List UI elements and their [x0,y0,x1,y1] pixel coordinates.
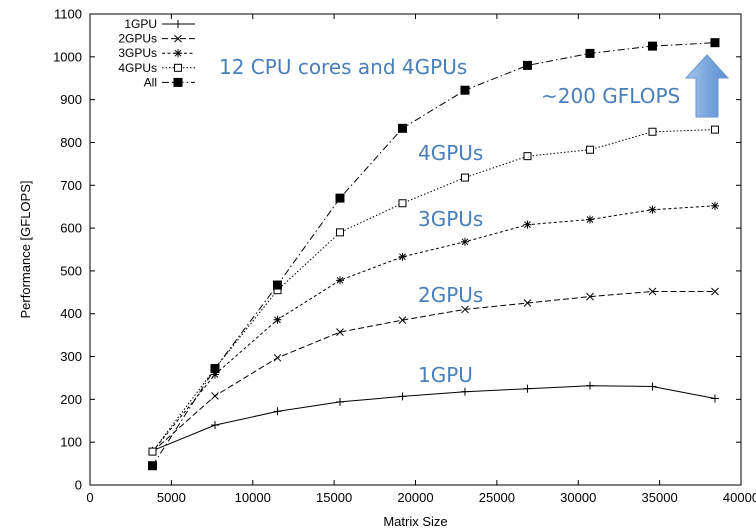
y-tick-label: 800 [60,135,82,150]
data-point [147,461,157,471]
data-point [585,145,594,154]
data-point [523,299,532,307]
series-all [147,38,720,471]
y-tick-label: 300 [60,349,82,364]
data-point [335,228,344,237]
legend-marker [174,49,182,58]
annotation-label: 2GPUs [418,283,483,307]
legend-label: All [144,75,157,89]
data-point [273,315,282,324]
data-point [710,38,720,48]
data-point [461,305,469,314]
data-point [210,421,219,430]
x-tick-label: 25000 [479,490,515,505]
series-line [152,385,716,452]
data-point [648,382,657,391]
series-line [152,129,716,452]
annotation-label: 1GPU [418,363,473,387]
data-point [460,173,469,182]
legend-label: 1GPU [124,17,157,31]
annotation-label: 4GPUs [418,141,483,165]
data-point [335,193,345,203]
data-point [273,353,282,362]
data-point [711,287,719,296]
data-point [335,276,344,285]
series-2gpus [148,287,719,456]
data-point [585,48,595,58]
data-point [210,364,220,374]
series-3gpus [148,201,719,456]
legend-marker [174,20,182,28]
y-axis-label: Performance [GFLOPS] [18,181,33,319]
data-point [648,287,657,296]
x-tick-label: 0 [86,490,93,505]
data-point [273,407,282,416]
legend-marker [174,34,182,43]
legend-marker [173,77,183,87]
legend-label: 2GPUs [118,32,157,46]
x-tick-label: 15000 [316,490,352,505]
data-point [710,201,719,210]
data-point [398,392,407,401]
data-point [460,85,470,95]
data-point [710,394,719,403]
legend-label: 3GPUs [118,46,157,60]
y-tick-label: 100 [60,435,82,450]
data-point [648,205,657,214]
series-lines [147,38,720,471]
data-point [585,215,594,224]
series-4gpus [148,125,719,456]
annotation-label: 12 CPU cores and 4GPUs [219,55,467,79]
data-point [522,60,532,70]
legend-label: 4GPUs [118,61,157,75]
series-1gpu [148,381,719,455]
data-point [336,328,344,336]
data-point [397,123,407,133]
y-tick-label: 200 [60,392,82,407]
y-tick-label: 600 [60,221,82,236]
x-tick-label: 5000 [157,490,186,505]
y-tick-label: 500 [60,263,82,278]
data-point [523,152,532,161]
annotation-label: ~200 GFLOPS [541,84,680,108]
data-point [647,41,657,51]
data-point [585,381,594,390]
series-line [152,205,716,452]
x-tick-label: 35000 [642,490,678,505]
legend-marker [174,63,182,72]
data-point [460,387,469,396]
x-tick-label: 40000 [723,490,756,505]
y-tick-label: 400 [60,306,82,321]
y-tick-label: 900 [60,92,82,107]
data-point [398,316,407,325]
series-line [152,291,715,452]
data-point [335,397,344,406]
data-point [148,447,157,456]
up-arrow-icon [684,54,730,118]
data-point [523,384,532,393]
data-point [211,392,219,400]
data-point [648,127,657,136]
data-point [398,252,407,261]
x-tick-label: 10000 [235,490,271,505]
y-tick-label: 1100 [54,7,82,22]
axis-ticks: 0 5000 10000 15000 20000 25000 30000 35000 40000… [53,7,756,506]
data-point [460,237,469,246]
y-tick-label: 700 [60,178,82,193]
x-axis-label: Matrix Size [383,514,447,529]
data-point [272,280,282,290]
x-tick-label: 20000 [397,490,433,505]
data-point [523,220,532,229]
data-point [586,292,594,301]
x-tick-label: 30000 [560,490,596,505]
data-point [398,199,407,208]
y-tick-label: 0 [75,478,82,493]
y-tick-label: 1000 [53,49,82,64]
annotation-label: 3GPUs [418,207,483,231]
series-line [152,42,716,466]
data-point [710,125,719,134]
annotations: 12 CPU cores and 4GPUs ~200 GFLOPS 4GPUs 3G… [219,54,730,387]
